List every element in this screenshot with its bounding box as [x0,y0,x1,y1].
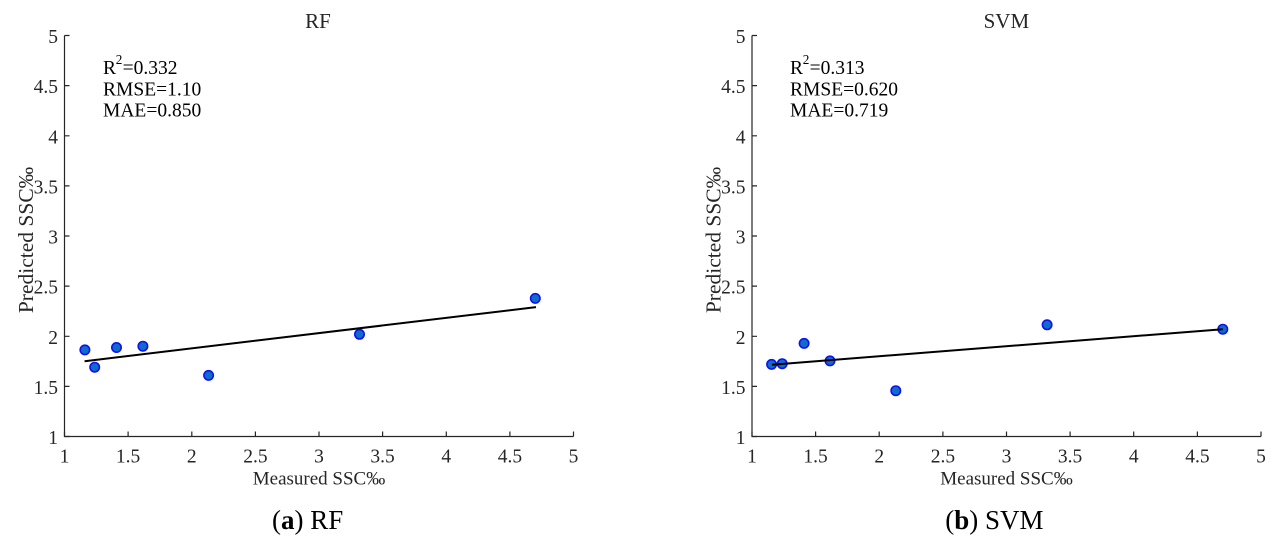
svg-text:5: 5 [48,27,58,48]
svg-text:3: 3 [314,447,324,468]
svg-text:R: R [103,58,116,79]
svg-text:R: R [790,58,803,79]
svg-text:1: 1 [747,447,757,468]
svg-text:3.5: 3.5 [370,447,394,468]
svg-text:RF: RF [305,9,331,33]
svg-text:MAE=0.719: MAE=0.719 [790,100,888,121]
svg-text:1.5: 1.5 [721,378,745,399]
svg-text:4.5: 4.5 [1185,447,1209,468]
svg-text:3.5: 3.5 [721,177,745,198]
svg-text:MAE=0.850: MAE=0.850 [103,100,201,121]
svg-text:2: 2 [48,328,58,349]
svg-text:2: 2 [803,52,810,67]
svg-text:Predicted SSC‰: Predicted SSC‰ [702,167,726,313]
svg-text:2.5: 2.5 [931,447,955,468]
svg-text:RMSE=0.620: RMSE=0.620 [790,79,898,100]
svg-text:Measured SSC‰: Measured SSC‰ [940,469,1072,490]
svg-text:3.5: 3.5 [34,177,58,198]
svg-text:3: 3 [736,228,746,249]
svg-text:2.5: 2.5 [34,278,58,299]
svg-text:Predicted SSC‰: Predicted SSC‰ [14,167,38,313]
svg-text:(a) RF: (a) RF [272,505,343,535]
svg-text:=0.332: =0.332 [123,58,178,79]
svg-text:1: 1 [48,428,58,449]
svg-text:=0.313: =0.313 [810,58,865,79]
svg-text:2: 2 [116,52,123,67]
svg-text:3: 3 [1002,447,1012,468]
svg-text:SVM: SVM [984,9,1030,33]
svg-text:5: 5 [1256,447,1266,468]
svg-text:5: 5 [569,447,579,468]
svg-text:1: 1 [736,428,746,449]
svg-text:4: 4 [736,127,746,148]
svg-text:2.5: 2.5 [243,447,267,468]
svg-text:4: 4 [1129,447,1139,468]
svg-text:3: 3 [48,228,58,249]
svg-text:4.5: 4.5 [721,77,745,98]
svg-text:Measured SSC‰: Measured SSC‰ [253,469,385,490]
svg-text:3.5: 3.5 [1058,447,1082,468]
svg-text:2: 2 [187,447,197,468]
svg-text:4.5: 4.5 [34,77,58,98]
svg-text:5: 5 [736,27,746,48]
svg-text:2: 2 [736,328,746,349]
svg-text:1.5: 1.5 [116,447,140,468]
svg-text:RMSE=1.10: RMSE=1.10 [103,79,201,100]
svg-text:4: 4 [48,127,58,148]
svg-text:(b) SVM: (b) SVM [945,505,1043,535]
svg-text:4.5: 4.5 [498,447,522,468]
svg-text:1.5: 1.5 [34,378,58,399]
svg-text:1: 1 [60,447,70,468]
svg-text:1.5: 1.5 [803,447,827,468]
svg-text:4: 4 [441,447,451,468]
svg-text:2.5: 2.5 [721,278,745,299]
svg-text:2: 2 [874,447,884,468]
